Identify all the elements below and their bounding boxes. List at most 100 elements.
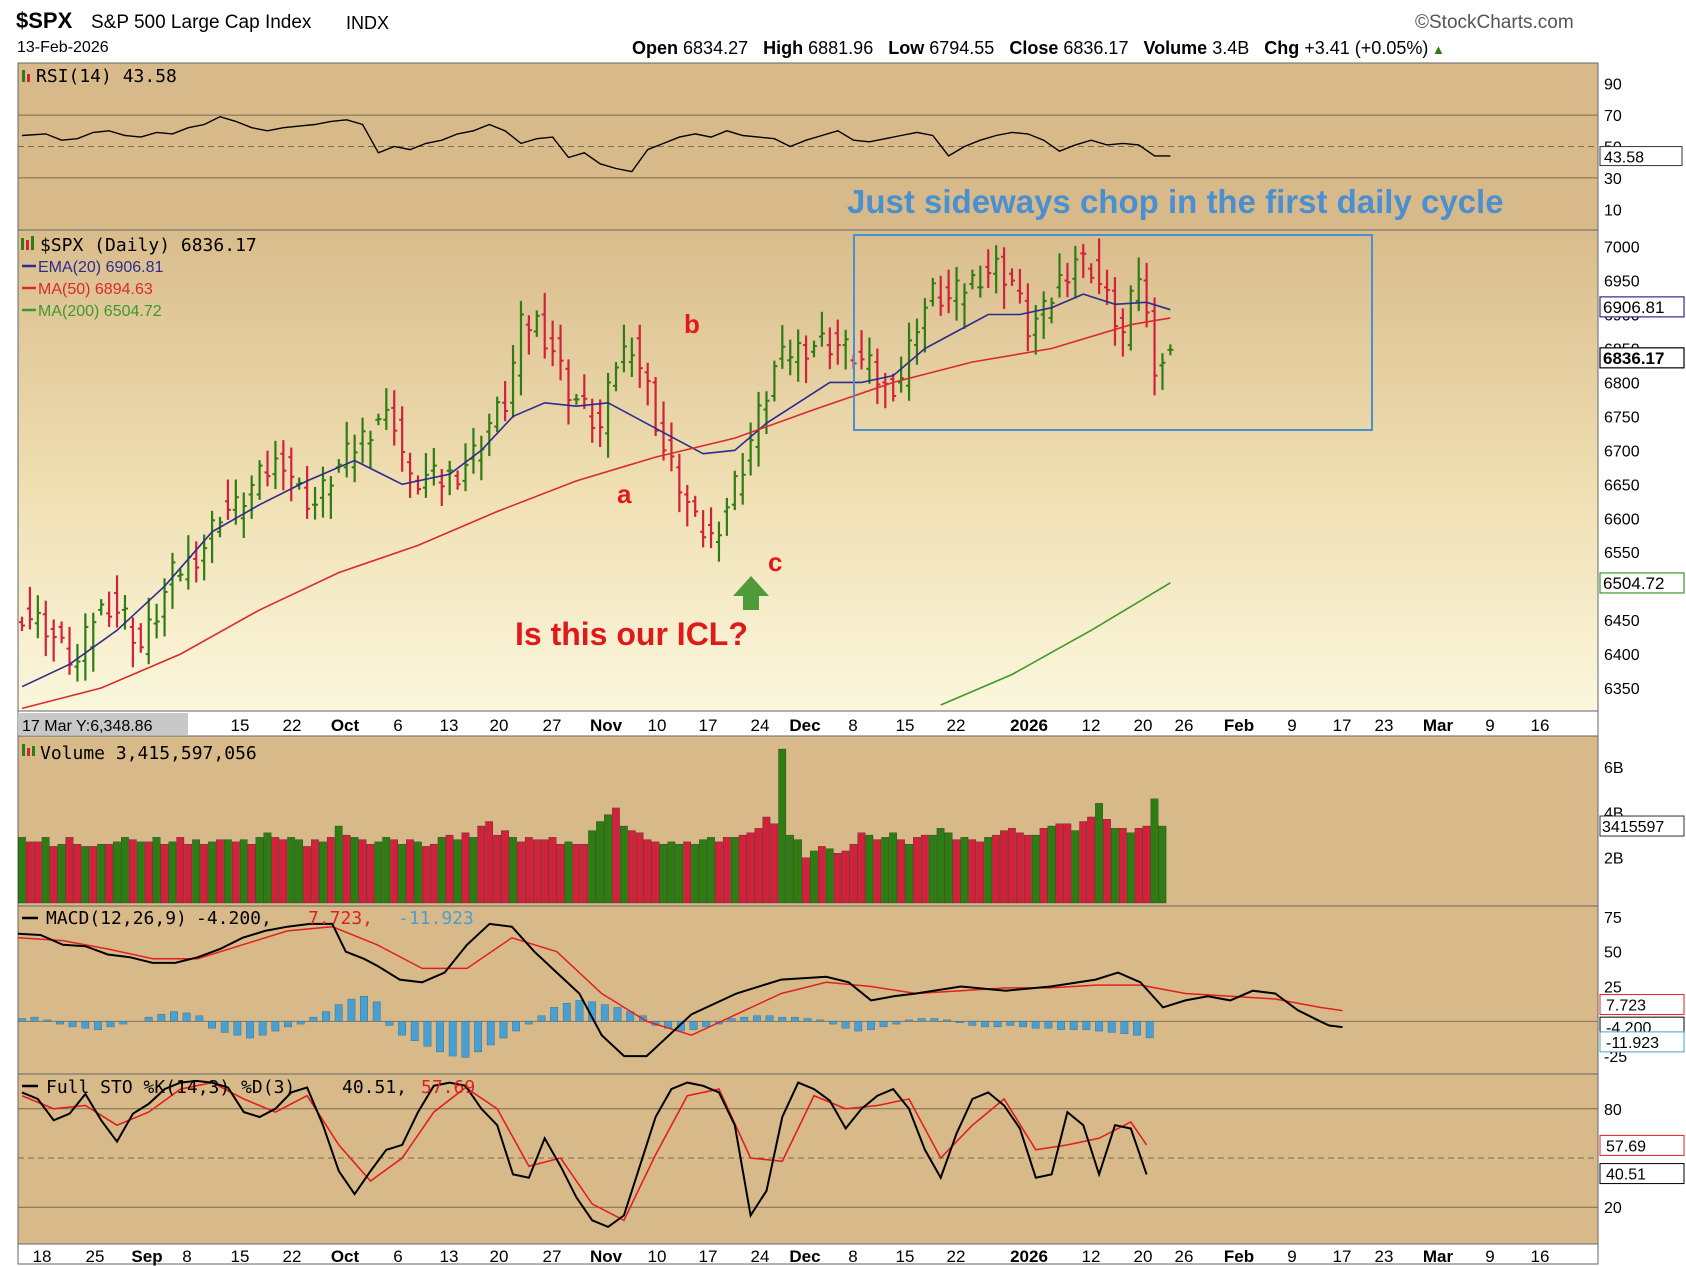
exchange-label: INDX — [346, 13, 390, 33]
macd-histogram-bar — [106, 1021, 115, 1028]
rsi-tick-label: 10 — [1604, 202, 1622, 219]
price-icon — [26, 240, 29, 250]
macd-histogram-bar — [195, 1015, 204, 1022]
macd-histogram-bar — [1145, 1021, 1154, 1039]
volume-bar — [1103, 819, 1111, 904]
macd-histogram-bar — [499, 1021, 508, 1039]
macd-histogram-bar — [208, 1021, 216, 1029]
volume-bar — [231, 841, 240, 904]
volume-bar — [81, 846, 90, 904]
bottom-date-label: 9 — [1485, 1247, 1494, 1266]
macd-histogram-bar — [613, 1007, 622, 1022]
rsi-label: RSI(14) 43.58 — [36, 66, 177, 87]
price-panel — [17, 229, 1599, 712]
macd-tick-label: 75 — [1604, 910, 1622, 927]
volume-bar — [897, 839, 905, 904]
quote-low-value: 6794.55 — [929, 38, 995, 58]
wave-label-b: b — [684, 309, 700, 339]
volume-bar — [1008, 828, 1016, 904]
volume-bar — [952, 839, 961, 904]
volume-bar — [651, 841, 660, 904]
volume-bar — [1150, 798, 1159, 904]
macd-histogram-bar — [1069, 1021, 1078, 1030]
volume-bar — [881, 837, 890, 904]
volume-bar — [485, 821, 494, 904]
macd-histogram-bar — [410, 1021, 419, 1041]
macd-histogram-bar — [867, 1021, 875, 1030]
macd-value-label: -11.923 — [1606, 1035, 1659, 1052]
bottom-date-label: 8 — [848, 1247, 857, 1266]
bottom-date-label: 24 — [751, 1247, 770, 1266]
volume-bar — [73, 843, 82, 904]
volume-bar — [1142, 825, 1151, 904]
volume-bar — [279, 839, 288, 904]
macd-histogram-bar — [56, 1021, 64, 1025]
macd-histogram-bar — [740, 1016, 749, 1022]
macd-histogram-bar — [943, 1019, 951, 1022]
volume-bar — [49, 846, 58, 904]
macd-histogram-bar — [575, 1000, 584, 1022]
macd-histogram-bar — [1031, 1021, 1040, 1029]
volume-bar — [873, 839, 882, 904]
wave-label-c: c — [768, 547, 782, 577]
volume-bar — [936, 828, 945, 904]
volume-bar — [136, 841, 145, 904]
macd-line — [17, 922, 1343, 1058]
macd-histogram-bar — [689, 1021, 698, 1030]
volume-bar — [619, 825, 628, 904]
macd-histogram-bar — [334, 1004, 343, 1022]
volume-bar — [841, 850, 850, 904]
volume-bar — [445, 834, 454, 904]
ema20-line — [21, 293, 1171, 688]
macd-histogram-bar — [1095, 1021, 1103, 1032]
volume-bar — [905, 843, 913, 904]
volume-icon — [32, 746, 35, 756]
volume-bar — [976, 841, 985, 904]
bottom-date-label: 23 — [1375, 1247, 1394, 1266]
macd-histogram-bar — [372, 1001, 381, 1022]
date-axis-label: 6 — [393, 716, 402, 735]
price-tick-label: 6700 — [1604, 443, 1640, 460]
rsi-icon — [27, 74, 30, 82]
rsi-tick-label: 90 — [1604, 77, 1622, 94]
price-value-label: 6504.72 — [1603, 574, 1664, 593]
date-axis-label: 23 — [1375, 716, 1394, 735]
corner-readout: 17 Mar Y:6,348.86 — [22, 718, 153, 735]
legend-entry: EMA(20) 6906.81 — [38, 259, 164, 276]
volume-bar — [128, 839, 137, 904]
volume-bar — [160, 843, 169, 904]
macd-histogram-bar — [461, 1021, 470, 1058]
volume-bar — [453, 839, 462, 904]
macd-histogram-bar — [600, 1004, 609, 1022]
sideways-box — [853, 234, 1373, 431]
quote-high-value: 6881.96 — [808, 38, 874, 58]
macd-histogram-bar — [1006, 1021, 1015, 1026]
macd-histogram-bar — [550, 1007, 559, 1022]
date-axis-label: Nov — [590, 716, 623, 735]
quote-close-value: 6836.17 — [1063, 38, 1129, 58]
date-axis-label: 15 — [231, 716, 250, 735]
volume-bar — [144, 841, 153, 904]
stochastic-tick-label: 80 — [1604, 1102, 1622, 1119]
price-tick-label: 6350 — [1604, 681, 1640, 698]
volume-bar — [524, 837, 533, 904]
bottom-date-label: 12 — [1082, 1247, 1101, 1266]
quote-volume-label: Volume — [1143, 38, 1208, 58]
date-axis-label: Dec — [789, 716, 820, 735]
volume-bar — [200, 843, 208, 904]
volume-bar — [699, 839, 707, 904]
volume-bar — [382, 837, 391, 904]
volume-bar — [984, 837, 992, 904]
stochastic-value-box — [1599, 1163, 1685, 1185]
volume-bar — [810, 850, 818, 904]
volume-tick-label: 6B — [1604, 760, 1624, 777]
volume-bar — [588, 830, 596, 904]
volume-bar — [89, 846, 98, 904]
macd-histogram-bar — [702, 1021, 711, 1028]
stochastic-value-box — [1599, 1134, 1685, 1156]
bottom-date-label: 13 — [440, 1247, 459, 1266]
stockcharts-brand[interactable]: ©StockCharts.com — [1415, 12, 1574, 33]
ma50-line — [21, 317, 1171, 710]
macd-histogram-bar — [727, 1018, 736, 1022]
stochastic-k-value: 40.51, — [342, 1077, 407, 1098]
